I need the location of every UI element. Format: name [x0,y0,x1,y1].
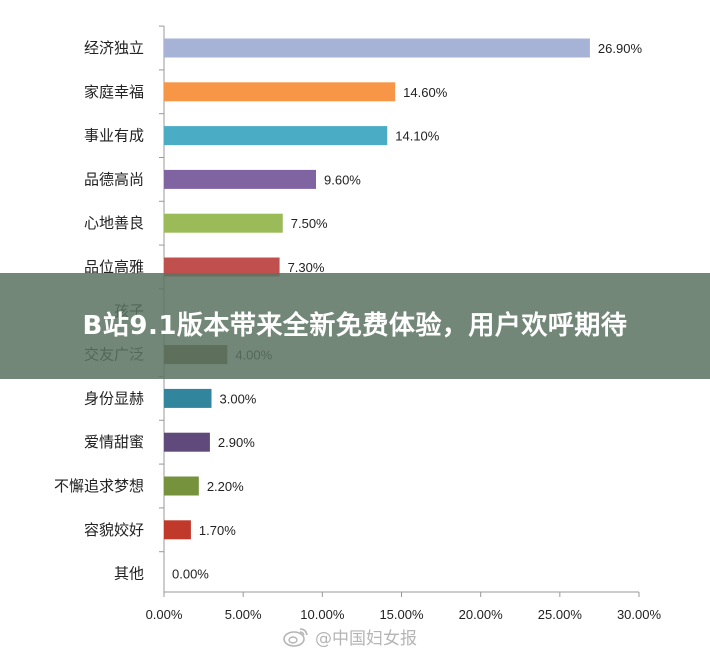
category-label: 品德高尚 [84,170,144,188]
bar [164,213,283,233]
x-tick-label: 0.00% [146,607,183,622]
data-label: 7.30% [288,260,325,275]
category-label: 家庭幸福 [84,83,144,101]
bar [164,388,212,408]
data-label: 1.70% [199,523,236,538]
category-label: 其他 [114,565,144,583]
bar [164,257,280,277]
bar [164,432,210,452]
category-label: 不懈追求梦想 [54,477,144,495]
bars-group [164,38,590,540]
x-tick-label: 30.00% [617,607,662,622]
data-label: 2.20% [207,479,244,494]
data-label: 14.10% [395,129,440,144]
x-tick-label: 10.00% [300,607,345,622]
data-label: 9.60% [324,172,361,187]
category-label: 心地善良 [84,214,144,232]
x-tick-labels: 0.00% 5.00% 10.00% 15.00% 20.00% 25.00% 30.00% [146,607,662,622]
watermark: @中国妇女报 [283,624,417,649]
category-label: 经济独立 [84,39,144,57]
x-tick-label: 25.00% [538,607,583,622]
data-label: 2.90% [218,435,255,450]
category-label: 爱情甜蜜 [84,433,144,451]
headline-banner: B站9.1版本带来全新免费体验，用户欢呼期待 [0,273,710,379]
data-label: 7.50% [291,216,328,231]
category-label: 身份显赫 [84,389,144,407]
data-label: 26.90% [598,41,643,56]
x-tick-label: 5.00% [225,607,262,622]
data-label: 14.60% [403,85,448,100]
headline-text: B站9.1版本带来全新免费体验，用户欢呼期待 [82,311,628,341]
bar [164,126,388,146]
data-label: 0.00% [172,567,209,582]
data-label: 3.00% [220,391,257,406]
x-tick-label: 15.00% [379,607,424,622]
bar [164,38,590,58]
bar [164,520,191,540]
x-tick-label: 20.00% [459,607,504,622]
bar [164,82,396,102]
watermark-text: @中国妇女报 [315,629,417,649]
category-label: 容貌姣好 [84,521,144,539]
weibo-icon [283,627,308,647]
bar [164,169,316,189]
category-label: 事业有成 [84,127,144,145]
category-label: 品位高雅 [84,258,144,276]
bar [164,476,199,496]
